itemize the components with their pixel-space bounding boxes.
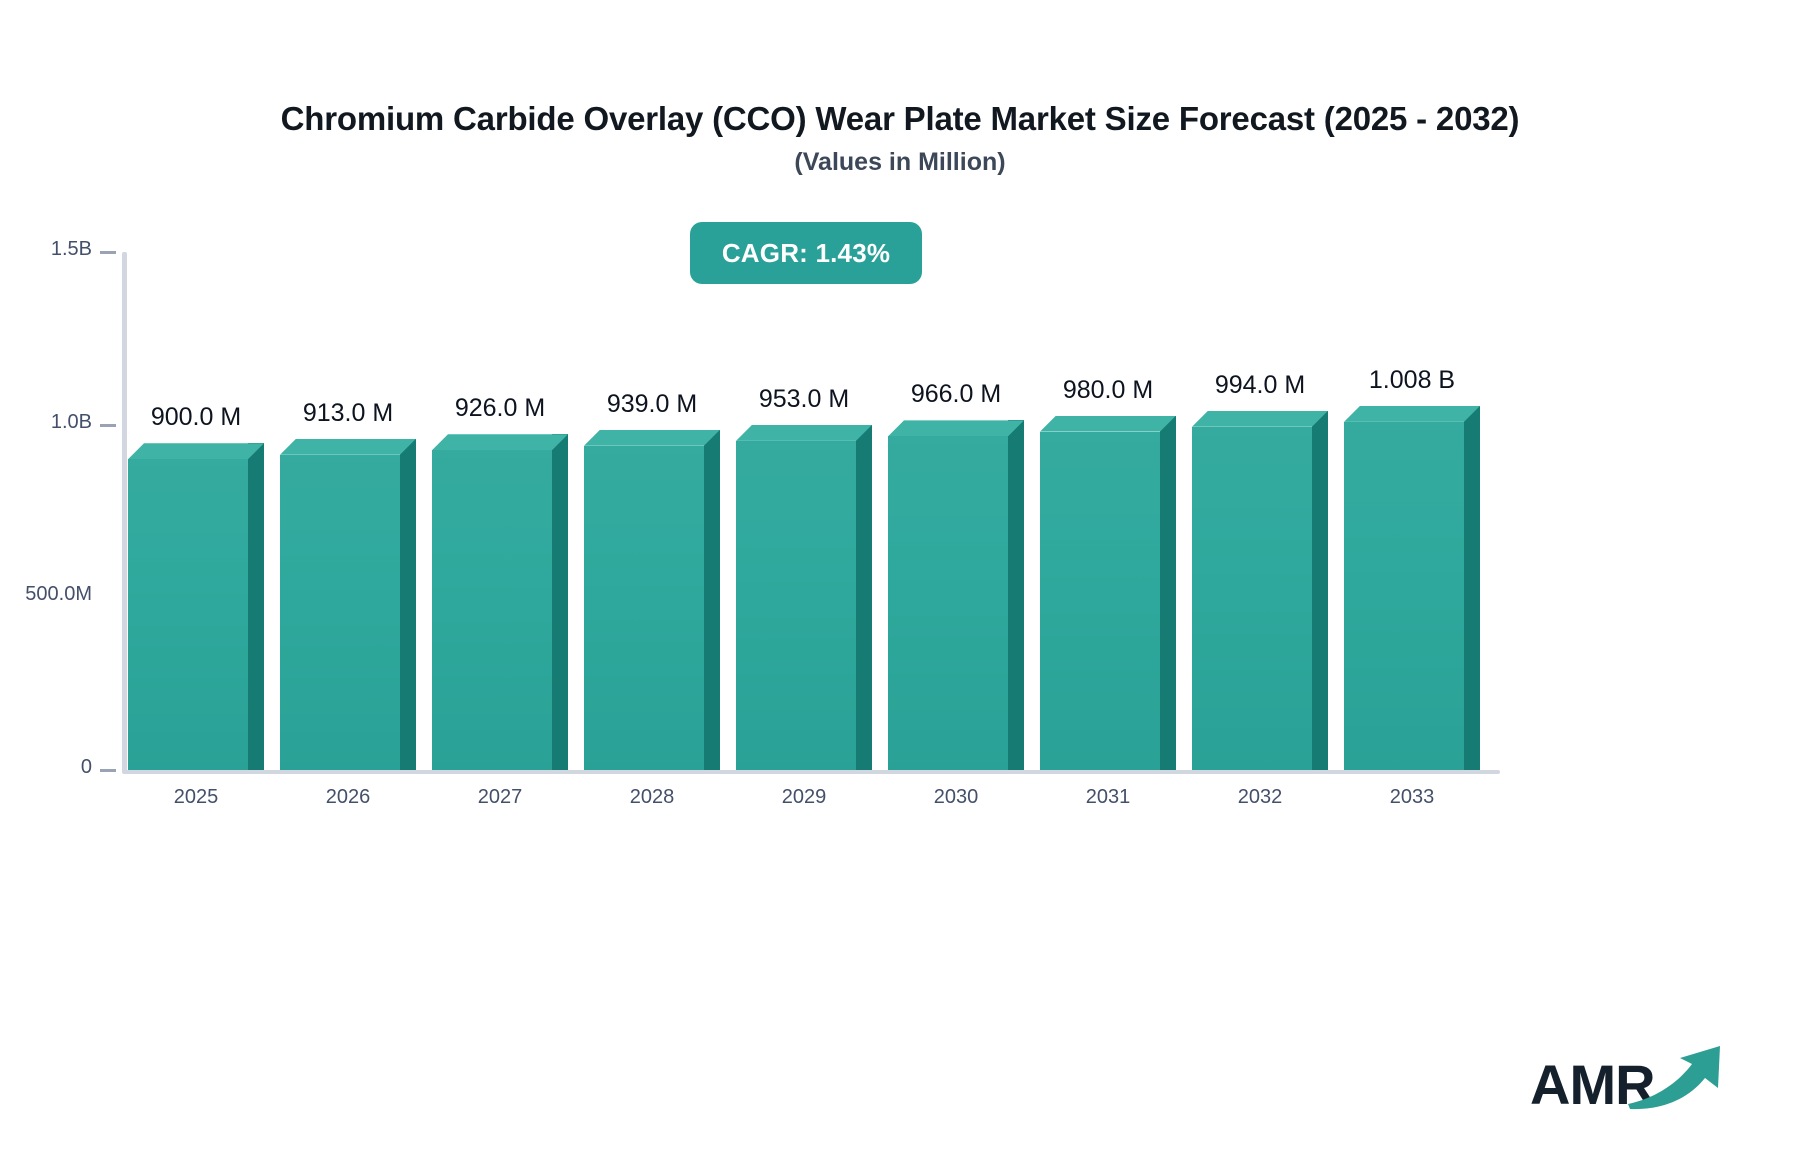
bar-value-label: 953.0 M: [758, 384, 850, 413]
bar-front-face: [1344, 421, 1464, 770]
bar-group[interactable]: [280, 438, 416, 770]
x-axis-tick-label: 2030: [933, 786, 979, 808]
x-axis-line: [122, 770, 1500, 774]
bar-top-face: [1192, 410, 1328, 427]
bar-top-face: [280, 438, 416, 455]
bar-value-label: 900.0 M: [150, 403, 242, 432]
bar-top-face: [1040, 415, 1176, 432]
bar-group[interactable]: [736, 424, 872, 770]
x-axis-tick-label: 2029: [781, 786, 827, 808]
y-axis-tick-label: 1.0B: [50, 410, 92, 433]
y-axis-tick-mark: [100, 769, 116, 772]
bar-value-label: 980.0 M: [1062, 375, 1154, 404]
bar-front-face: [280, 454, 400, 770]
bar-side-face: [1312, 410, 1328, 770]
bar-value-label: 994.0 M: [1214, 370, 1306, 399]
bar-value-label: 1.008 B: [1368, 365, 1456, 394]
bar-group[interactable]: [584, 429, 720, 770]
bar-front-face: [1192, 426, 1312, 770]
bar-group[interactable]: [128, 443, 264, 770]
x-axis-tick-label: 2033: [1389, 786, 1435, 808]
bar-front-face: [128, 459, 248, 770]
bar-front-face: [888, 436, 1008, 770]
y-axis-line: [122, 252, 127, 772]
bar-front-face: [432, 450, 552, 770]
bar-group[interactable]: [1040, 415, 1176, 770]
bar-side-face: [552, 434, 568, 770]
bar-group[interactable]: [432, 434, 568, 770]
bar-top-face: [1344, 405, 1480, 422]
bar-value-label: 939.0 M: [606, 389, 698, 418]
bar-front-face: [1040, 431, 1160, 770]
y-axis-tick-label: 1.5B: [50, 238, 92, 260]
x-axis-tick-label: 2026: [325, 786, 371, 808]
bar-side-face: [704, 429, 720, 770]
x-axis-tick-label: 2031: [1085, 786, 1131, 808]
growth-arrow-icon: [1628, 1046, 1720, 1110]
bar-value-label: 966.0 M: [910, 380, 1002, 409]
x-axis-tick-label: 2028: [629, 786, 675, 808]
bar-top-face: [888, 420, 1024, 437]
bar-top-face: [584, 429, 720, 446]
amr-logo: AMR: [1530, 1040, 1730, 1120]
bar-side-face: [1464, 405, 1480, 770]
bar-top-face: [128, 443, 264, 460]
chart-subtitle: (Values in Million): [794, 148, 1006, 176]
y-axis-tick-mark: [100, 251, 116, 254]
x-axis-tick-label: 2027: [477, 786, 523, 808]
bar-side-face: [400, 438, 416, 770]
y-axis-tick-label: 500.0M: [25, 583, 92, 606]
bar-front-face: [584, 445, 704, 770]
bar-group[interactable]: [1192, 410, 1328, 770]
y-axis-tick-mark: [100, 423, 116, 427]
bar-top-face: [432, 434, 568, 451]
bar-value-label: 913.0 M: [302, 398, 394, 427]
bar-front-face: [736, 440, 856, 770]
x-axis-tick-label: 2032: [1237, 786, 1283, 808]
bar-side-face: [1008, 420, 1024, 770]
cagr-badge: CAGR: 1.43%: [690, 222, 922, 284]
x-axis-tick-label: 2025: [173, 786, 219, 808]
page-title: Chromium Carbide Overlay (CCO) Wear Plat…: [280, 100, 1520, 137]
bar-side-face: [1160, 415, 1176, 770]
bar-side-face: [248, 443, 264, 770]
bar-side-face: [856, 424, 872, 770]
y-axis-tick-label: 0: [80, 756, 92, 778]
bar-value-label: 926.0 M: [454, 394, 546, 423]
bar-top-face: [736, 424, 872, 441]
bar-group[interactable]: [888, 420, 1024, 770]
bar-group[interactable]: [1344, 405, 1480, 770]
